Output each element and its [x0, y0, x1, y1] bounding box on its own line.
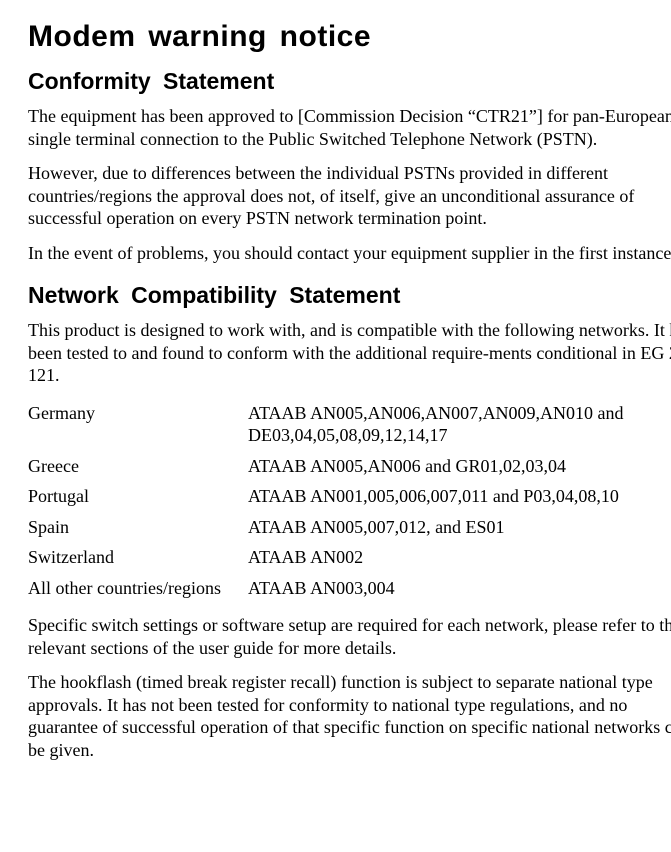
country-cell: Germany	[28, 399, 248, 452]
table-row: Greece ATAAB AN005,AN006 and GR01,02,03,…	[28, 452, 671, 483]
country-cell: All other countries/regions	[28, 574, 248, 605]
compatibility-table: Germany ATAAB AN005,AN006,AN007,AN009,AN…	[28, 399, 671, 605]
network-p1: This product is designed to work with, a…	[28, 319, 671, 387]
codes-cell: ATAAB AN005,AN006 and GR01,02,03,04	[248, 452, 671, 483]
table-row: Portugal ATAAB AN001,005,006,007,011 and…	[28, 482, 671, 513]
conformity-p2: However, due to differences between the …	[28, 162, 671, 230]
codes-cell: ATAAB AN005,007,012, and ES01	[248, 513, 671, 544]
country-cell: Switzerland	[28, 543, 248, 574]
table-row: Germany ATAAB AN005,AN006,AN007,AN009,AN…	[28, 399, 671, 452]
codes-cell: ATAAB AN001,005,006,007,011 and P03,04,0…	[248, 482, 671, 513]
codes-cell: ATAAB AN002	[248, 543, 671, 574]
network-p3: The hookflash (timed break register reca…	[28, 671, 671, 761]
table-row: Spain ATAAB AN005,007,012, and ES01	[28, 513, 671, 544]
conformity-heading: Conformity Statement	[28, 68, 671, 95]
page-title: Modem warning notice	[28, 20, 671, 54]
conformity-p1: The equipment has been approved to [Comm…	[28, 105, 671, 150]
country-cell: Greece	[28, 452, 248, 483]
table-row: Switzerland ATAAB AN002	[28, 543, 671, 574]
network-heading: Network Compatibility Statement	[28, 282, 671, 309]
conformity-p3: In the event of problems, you should con…	[28, 242, 671, 265]
table-row: All other countries/regions ATAAB AN003,…	[28, 574, 671, 605]
codes-cell: ATAAB AN005,AN006,AN007,AN009,AN010 and …	[248, 399, 671, 452]
country-cell: Spain	[28, 513, 248, 544]
country-cell: Portugal	[28, 482, 248, 513]
network-p2: Specific switch settings or software set…	[28, 614, 671, 659]
codes-cell: ATAAB AN003,004	[248, 574, 671, 605]
